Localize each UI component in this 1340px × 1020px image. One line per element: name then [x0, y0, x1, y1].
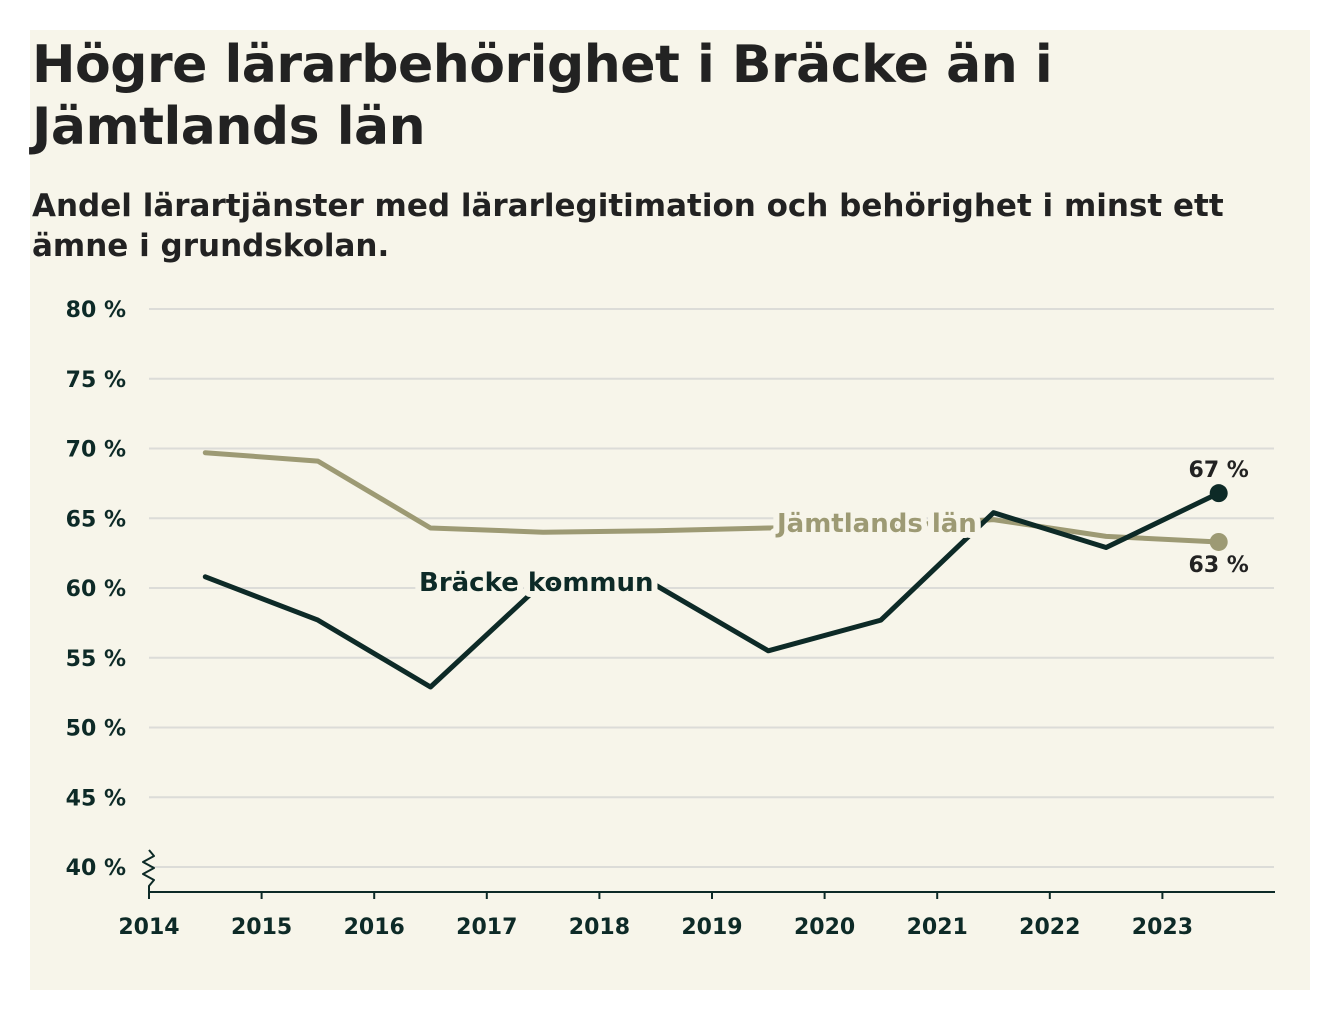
chart-card: Högre lärarbehörighet i Bräcke än i Jämt… [30, 30, 1310, 990]
x-tick-label: 2020 [794, 915, 855, 940]
series-labels: Jämtlands län Bräcke kommun 67 % 63 % [413, 458, 1249, 604]
jamtland-line [202, 450, 1222, 545]
x-tick-label: 2021 [907, 915, 968, 940]
y-tick-label: 60 % [66, 577, 126, 602]
x-tick-label: 2017 [456, 915, 517, 940]
bracke-series-label: Bräcke kommun [419, 568, 654, 598]
y-tick-label: 65 % [66, 507, 126, 532]
x-tick-label: 2014 [118, 915, 179, 940]
x-tick-label: 2019 [681, 915, 742, 940]
line-chart: 40 % 45 % 50 % 55 % 60 % 65 % 70 % 75 % 80 % 201… [66, 298, 1275, 940]
series-lines [202, 450, 1228, 690]
jamtland-series-label: Jämtlands län [775, 509, 977, 539]
x-axis-ticks: 2014 2015 2016 2017 2018 2019 2020 2021 2022 2023 [118, 892, 1193, 940]
chart-subtitle: Andel lärartjänster med lärarlegitimatio… [32, 188, 1224, 264]
axis-break-icon [142, 849, 155, 892]
bracke-point [1209, 484, 1228, 503]
x-tick-label: 2022 [1019, 915, 1080, 940]
jamtland-end-label: 63 % [1189, 553, 1249, 578]
y-axis-ticks: 40 % 45 % 50 % 55 % 60 % 65 % 70 % 75 % 80 % [66, 298, 126, 881]
y-tick-label: 70 % [66, 438, 126, 463]
y-tick-label: 75 % [66, 368, 126, 393]
x-tick-label: 2015 [231, 915, 292, 940]
bracke-line [202, 490, 1222, 690]
jamtland-point [1209, 532, 1228, 551]
gridlines [149, 308, 1274, 868]
bracke-end-label: 67 % [1189, 458, 1249, 483]
y-tick-label: 80 % [66, 298, 126, 323]
y-tick-label: 55 % [66, 647, 126, 672]
x-tick-label: 2023 [1132, 915, 1193, 940]
x-tick-label: 2018 [569, 915, 630, 940]
y-tick-label: 50 % [66, 717, 126, 742]
x-axis [142, 849, 1275, 893]
y-tick-label: 45 % [66, 786, 126, 811]
x-tick-label: 2016 [344, 915, 405, 940]
chart-title: Högre lärarbehörighet i Bräcke än i Jämt… [32, 35, 1053, 157]
y-tick-label: 40 % [66, 856, 126, 881]
